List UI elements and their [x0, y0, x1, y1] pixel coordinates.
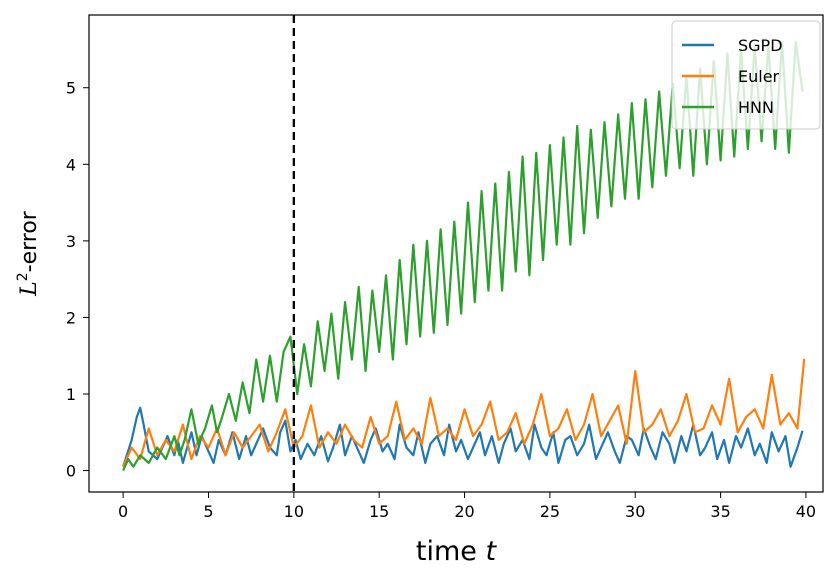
- y-axis-label-suffix: -error: [17, 210, 42, 272]
- y-tick-label: 5: [66, 79, 76, 98]
- x-axis-label: time t: [416, 536, 498, 567]
- x-tick-label: 25: [540, 502, 560, 521]
- x-axis-label-variable: t: [486, 536, 498, 567]
- legend: SGPD Euler HNN: [671, 20, 821, 130]
- y-axis-ticks: 0 1 2 3 4 5: [66, 79, 89, 481]
- x-tick-label: 5: [203, 502, 213, 521]
- legend-box: [671, 20, 821, 130]
- x-tick-label: 35: [710, 502, 730, 521]
- x-tick-label: 0: [118, 502, 128, 521]
- series-line-sgpd: [122, 406, 804, 468]
- x-axis-label-text: time: [416, 536, 486, 567]
- y-tick-label: 4: [66, 155, 76, 174]
- legend-label-sgpd: SGPD: [738, 36, 783, 55]
- y-axis-label-superscript: 2: [15, 272, 31, 281]
- x-tick-label: 40: [796, 502, 816, 521]
- y-tick-label: 2: [66, 308, 76, 327]
- y-tick-label: 0: [66, 462, 76, 481]
- legend-label-hnn: HNN: [738, 98, 774, 117]
- series-line-euler: [122, 358, 806, 468]
- x-tick-label: 10: [284, 502, 304, 521]
- x-axis-ticks: 0 5 10 15 20 25 30 35 40: [118, 492, 816, 521]
- y-tick-label: 1: [66, 385, 76, 404]
- y-axis-label: L2-error: [15, 210, 42, 297]
- y-axis-label-variable: L: [17, 281, 42, 297]
- axes-frame: [88, 14, 824, 493]
- x-tick-label: 30: [625, 502, 645, 521]
- y-tick-label: 3: [66, 232, 76, 251]
- x-tick-label: 15: [369, 502, 389, 521]
- x-tick-label: 20: [454, 502, 474, 521]
- legend-label-euler: Euler: [738, 67, 780, 86]
